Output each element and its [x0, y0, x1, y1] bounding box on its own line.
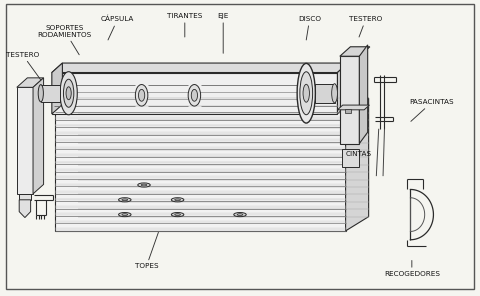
Ellipse shape	[332, 84, 337, 103]
Ellipse shape	[188, 85, 201, 106]
Text: CÁPSULA: CÁPSULA	[101, 16, 134, 40]
Ellipse shape	[119, 198, 131, 202]
Polygon shape	[52, 63, 62, 114]
Text: EJE: EJE	[217, 13, 229, 53]
Text: TIRANTES: TIRANTES	[167, 13, 203, 37]
Polygon shape	[337, 105, 370, 110]
Polygon shape	[340, 56, 360, 144]
Ellipse shape	[175, 199, 180, 201]
Polygon shape	[55, 98, 369, 112]
Ellipse shape	[303, 84, 310, 102]
Ellipse shape	[138, 89, 145, 101]
Polygon shape	[33, 78, 44, 194]
Ellipse shape	[38, 85, 43, 102]
Polygon shape	[19, 200, 31, 218]
Polygon shape	[342, 149, 360, 167]
Ellipse shape	[122, 199, 128, 201]
Text: PASACINTAS: PASACINTAS	[410, 99, 454, 121]
Text: SOPORTES
RODAMIENTOS: SOPORTES RODAMIENTOS	[37, 25, 92, 55]
Ellipse shape	[171, 198, 184, 202]
Ellipse shape	[60, 72, 77, 115]
Polygon shape	[52, 73, 337, 114]
Ellipse shape	[300, 72, 312, 115]
Ellipse shape	[191, 89, 198, 101]
Polygon shape	[337, 63, 348, 114]
Text: RECOGEDORES: RECOGEDORES	[384, 260, 440, 277]
Polygon shape	[55, 112, 346, 231]
Ellipse shape	[175, 214, 180, 215]
Ellipse shape	[234, 213, 246, 217]
Ellipse shape	[66, 87, 71, 100]
Ellipse shape	[119, 213, 131, 217]
Text: TESTERO: TESTERO	[6, 52, 41, 80]
Bar	[346, 110, 351, 113]
Ellipse shape	[122, 214, 128, 215]
Ellipse shape	[63, 79, 74, 107]
Polygon shape	[17, 78, 44, 87]
Polygon shape	[340, 47, 370, 56]
Text: TESTERO: TESTERO	[349, 16, 383, 37]
Polygon shape	[360, 45, 368, 144]
Polygon shape	[19, 194, 31, 200]
Polygon shape	[17, 87, 33, 194]
Text: CINTAS: CINTAS	[346, 151, 372, 157]
Ellipse shape	[237, 214, 243, 215]
Polygon shape	[52, 63, 348, 73]
Ellipse shape	[171, 213, 184, 217]
Text: DISCO: DISCO	[298, 16, 321, 40]
Polygon shape	[41, 85, 60, 102]
Polygon shape	[346, 98, 369, 231]
Text: TOPES: TOPES	[134, 232, 158, 269]
Polygon shape	[315, 84, 335, 103]
Ellipse shape	[297, 63, 315, 123]
Ellipse shape	[141, 184, 147, 186]
Ellipse shape	[135, 85, 148, 106]
Ellipse shape	[138, 183, 150, 187]
